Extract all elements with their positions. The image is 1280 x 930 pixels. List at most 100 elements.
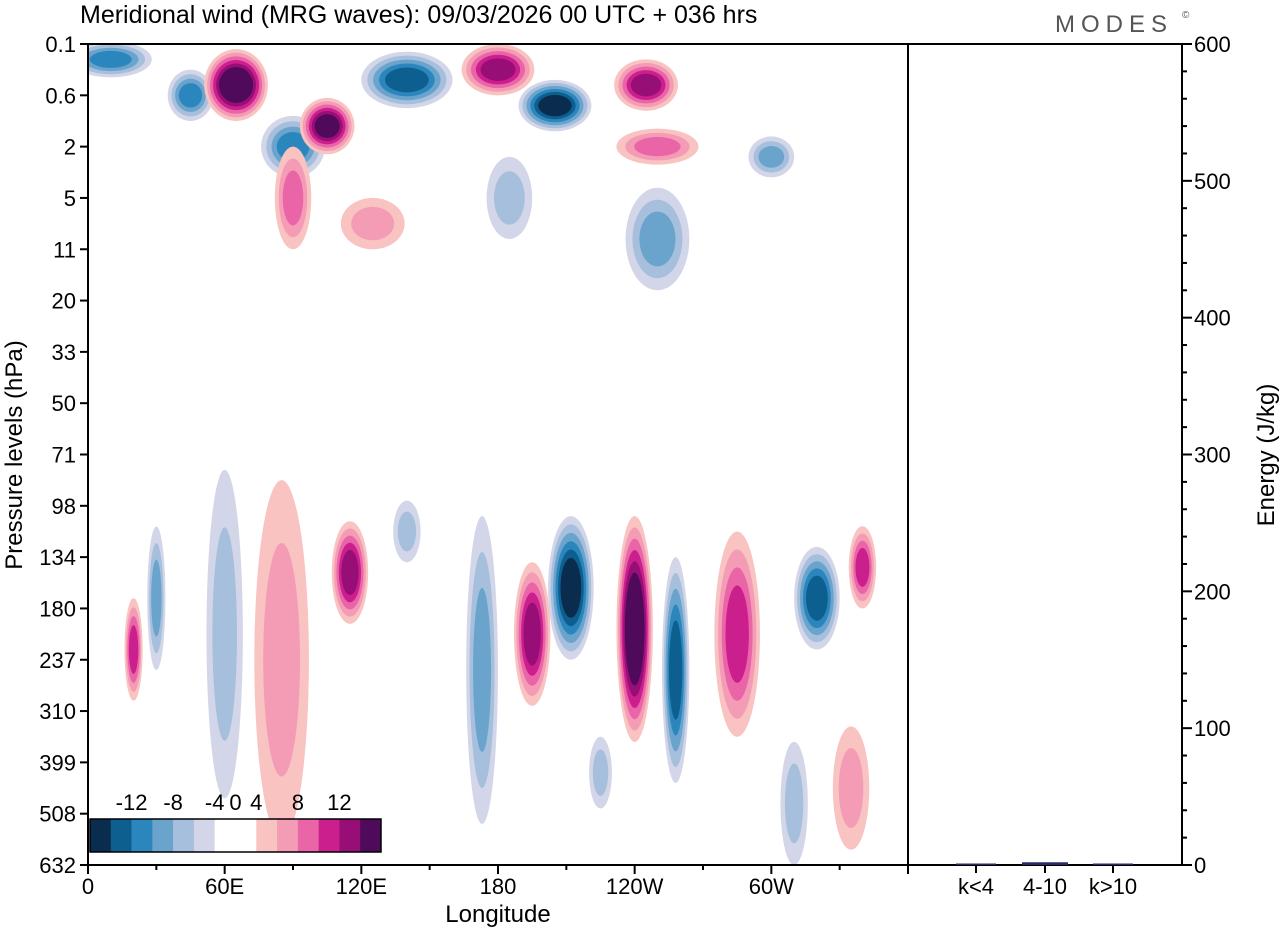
colorbar-swatch [110, 819, 132, 852]
longitude-tick-label: 120W [606, 874, 664, 899]
field-contour [282, 170, 304, 226]
colorbar-swatch [360, 819, 382, 852]
field-cell [361, 51, 453, 109]
colorbar-swatch [90, 819, 112, 852]
field-cell [147, 526, 166, 670]
field-contour [384, 67, 429, 93]
field-cell [204, 49, 268, 121]
field-contour [493, 171, 525, 225]
colorbar-swatch [339, 819, 361, 852]
pressure-tick-label: 310 [39, 699, 76, 724]
energy-category-label: 4-10 [1023, 874, 1067, 899]
colorbar-swatch [193, 819, 216, 852]
field-cell [518, 79, 592, 132]
pressure-axis: 0.1 0.6 2 5 11 20 33 50 71 98 134 180 237 310 399 508 63… [39, 32, 88, 878]
energy-tick-label: 500 [1194, 169, 1231, 194]
pressure-tick-label: 98 [52, 494, 76, 519]
field-contour [630, 73, 662, 97]
energy-tick-label: 200 [1194, 579, 1231, 604]
energy-tick-label: 600 [1194, 32, 1231, 57]
field-contour [560, 558, 582, 618]
colorbar-swatch [256, 819, 278, 852]
field-contour [634, 137, 681, 157]
field-contour [758, 145, 785, 168]
pressure-tick-label: 399 [39, 750, 76, 775]
longitude-tick-label: 60E [205, 874, 244, 899]
field-cell [714, 531, 760, 737]
field-contour [669, 620, 683, 720]
field-contour [639, 211, 676, 267]
field-contour [89, 50, 132, 68]
field-contour [626, 583, 643, 675]
field-contour [178, 83, 203, 108]
field-cell [466, 516, 498, 824]
field-contour [805, 575, 828, 621]
pressure-tick-label: 50 [52, 391, 76, 416]
field-cell [393, 500, 421, 563]
pressure-tick-label: 20 [52, 289, 76, 314]
pressure-tick-label: 508 [39, 802, 76, 827]
field-cell [614, 59, 678, 111]
energy-panel [907, 43, 1183, 866]
brand-text: MODES [1055, 11, 1173, 38]
longitude-tick-label: 120E [336, 874, 387, 899]
colorbar: -12 -8 -4 0 4 8 12 [89, 790, 382, 853]
pressure-tick-label: 0.1 [45, 32, 76, 57]
field-cell [616, 516, 653, 742]
energy-category-label: k>10 [1089, 874, 1137, 899]
brand-logo: MODES © [1055, 10, 1190, 38]
colorbar-label: 8 [292, 790, 304, 815]
y-axis-label: Pressure levels (hPa) [1, 340, 28, 569]
field-cell [625, 187, 690, 291]
pressure-tick-label: 71 [52, 443, 76, 468]
colorbar-label: -4 [205, 790, 225, 815]
field-cell [548, 516, 594, 660]
field-contour [784, 763, 804, 844]
field-cell [331, 521, 369, 624]
chart-title: Meridional wind (MRG waves): 09/03/2026 … [80, 1, 757, 29]
colorbar-label: 4 [250, 790, 262, 815]
field-contour [838, 748, 864, 829]
colorbar-label: 12 [327, 790, 351, 815]
field-cell [254, 480, 309, 840]
field-contour [473, 587, 492, 753]
field-cell [206, 469, 243, 799]
pressure-tick-label: 237 [39, 648, 76, 673]
longitude-tick-label: 0 [82, 874, 94, 899]
field-contour [314, 114, 340, 138]
colorbar-frame [89, 818, 382, 853]
field-contour [725, 585, 749, 683]
energy-axis: 0 100 200 300 400 500 600 k<4 4-10 k>10 [956, 32, 1231, 899]
colorbar-swatch [152, 819, 174, 852]
pressure-tick-label: 0.6 [45, 83, 76, 108]
pressure-tick-label: 2 [64, 135, 76, 160]
colorbar-swatch [297, 819, 319, 852]
field-cell [124, 598, 143, 701]
field-cell [299, 97, 355, 155]
colorbar-swatch [131, 819, 153, 852]
field-cell [486, 156, 533, 240]
colorbar-swatch [214, 819, 236, 852]
field-contour [592, 749, 609, 796]
colorbar-swatch [173, 819, 195, 852]
field-contour [855, 547, 870, 587]
colorbar-label: 0 [229, 790, 241, 815]
pressure-tick-label: 632 [39, 853, 76, 878]
field-contour [263, 543, 301, 777]
field-cell [780, 741, 808, 865]
field-cell [88, 44, 152, 78]
field-contour [538, 94, 572, 117]
field-cell [848, 526, 877, 609]
energy-tick-label: 100 [1194, 716, 1231, 741]
pressure-tick-label: 180 [39, 596, 76, 621]
longitude-tick-label: 60W [749, 874, 794, 899]
field-contour [221, 70, 251, 100]
field-contour [397, 511, 417, 552]
field-contour [523, 602, 541, 666]
field-contour [151, 559, 162, 637]
field-cell [167, 69, 214, 122]
energy-tick-label: 0 [1194, 853, 1206, 878]
colorbar-label: -8 [163, 790, 183, 815]
field-cell [748, 136, 795, 178]
